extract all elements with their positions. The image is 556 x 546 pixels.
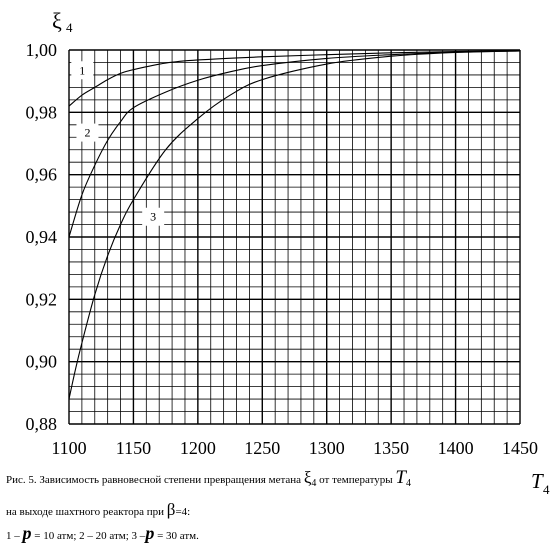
x-axis-title: T [531, 469, 544, 493]
x-tick-label: 1100 [51, 438, 86, 458]
grid [68, 49, 521, 425]
caption-text: = 10 атм; 2 – 20 атм; 3 – [31, 530, 146, 542]
x-tick-label: 1150 [116, 438, 151, 458]
t-symbol: T [395, 467, 406, 488]
series-label-box [71, 61, 94, 80]
p-symbol: p [22, 523, 32, 543]
beta-symbol: β [166, 500, 176, 519]
series-line-1 [68, 50, 521, 107]
x-tick-label: 1450 [502, 438, 538, 458]
y-axis-title-subscript: 4 [66, 20, 73, 35]
y-axis-title: ξ [52, 8, 62, 33]
x-tick-label: 1300 [309, 438, 345, 458]
y-tick-label: 1,00 [26, 40, 58, 60]
series-label-1: 1 [79, 63, 85, 77]
x-tick-labels: 1100 1150 1200 1250 1300 1350 1400 1450 [51, 438, 538, 458]
x-tick-label: 1350 [373, 438, 409, 458]
xi-symbol: ξ [303, 468, 312, 487]
x-tick-label: 1200 [180, 438, 216, 458]
series-lines [68, 50, 521, 400]
caption-text: от температуры [316, 474, 396, 486]
series-labels: 1 2 3 [71, 61, 165, 226]
series-line-3 [68, 50, 521, 400]
caption-text: = 30 атм. [154, 530, 199, 542]
series-label-2: 2 [84, 126, 90, 140]
caption-line-2: на выходе шахтного реактора при β=4: [6, 500, 190, 520]
x-tick-label: 1400 [438, 438, 474, 458]
caption-text: на выходе шахтного реактора при [6, 506, 167, 518]
y-tick-label: 0,92 [26, 289, 58, 309]
caption-text: Рис. 5. Зависимость равновесной степени … [6, 474, 304, 486]
x-axis-title-subscript: 4 [543, 482, 550, 497]
series-label-3: 3 [150, 210, 156, 224]
y-tick-label: 0,88 [26, 414, 58, 434]
xi-subscript: 4 [311, 478, 317, 489]
series-label-box [142, 207, 165, 226]
caption-text: =4: [175, 506, 191, 518]
y-tick-label: 0,90 [26, 352, 58, 372]
p-symbol: p [145, 523, 155, 543]
y-tick-labels: 1,00 0,98 0,96 0,94 0,92 0,90 0,88 [26, 40, 58, 434]
y-tick-label: 0,94 [26, 227, 58, 247]
caption-line-3: 1 – p = 10 атм; 2 – 20 атм; 3 –p = 30 ат… [6, 523, 199, 544]
y-tick-label: 0,98 [26, 102, 58, 122]
caption-text: 1 – [6, 530, 23, 542]
series-label-box [76, 123, 99, 142]
series-line-2 [68, 50, 521, 238]
t-subscript: 4 [405, 478, 411, 489]
caption-line-1: Рис. 5. Зависимость равновесной степени … [6, 467, 411, 489]
x-tick-label: 1250 [244, 438, 280, 458]
y-tick-label: 0,96 [26, 165, 58, 185]
